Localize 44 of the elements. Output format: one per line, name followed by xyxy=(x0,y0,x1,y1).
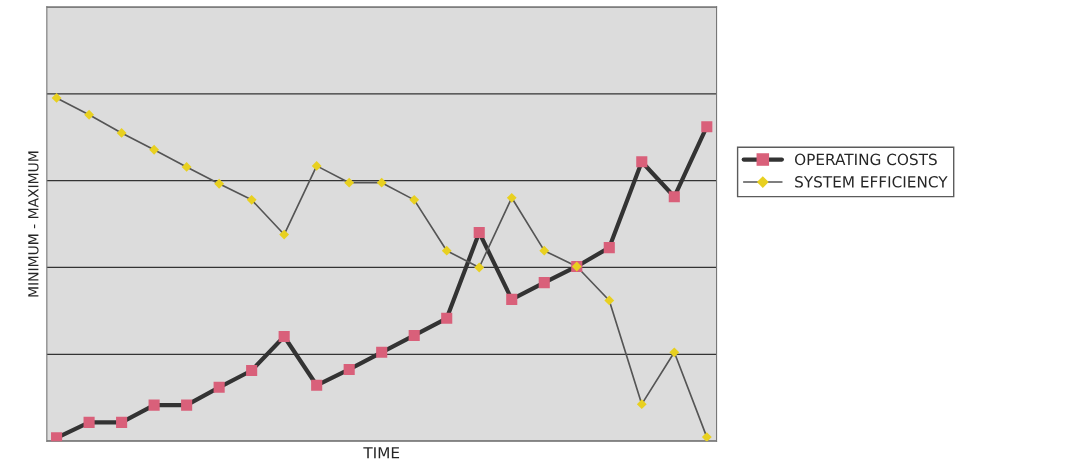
point xyxy=(506,192,517,203)
point xyxy=(246,194,257,205)
point xyxy=(473,226,485,239)
x-axis-title: TIME xyxy=(363,447,400,459)
point xyxy=(213,381,225,393)
point xyxy=(83,416,95,428)
point xyxy=(669,347,680,358)
point xyxy=(51,432,63,442)
point xyxy=(474,262,485,273)
point xyxy=(603,242,615,254)
point xyxy=(636,399,647,410)
point xyxy=(538,277,550,289)
point xyxy=(409,194,420,205)
point xyxy=(441,312,453,324)
point xyxy=(311,160,322,171)
point xyxy=(278,330,290,343)
point xyxy=(376,177,387,188)
point xyxy=(148,399,160,411)
point xyxy=(51,93,62,103)
point xyxy=(539,245,550,256)
point xyxy=(668,191,680,203)
y-axis-title: MINIMUM - MAXIMUM xyxy=(28,151,39,297)
point xyxy=(636,156,648,168)
point xyxy=(311,379,323,391)
point xyxy=(506,293,518,305)
point xyxy=(701,121,713,133)
point xyxy=(116,128,127,138)
point xyxy=(701,432,712,442)
point xyxy=(149,144,160,155)
point xyxy=(84,109,94,120)
point xyxy=(181,399,193,411)
point xyxy=(604,295,615,306)
point xyxy=(343,363,355,376)
point xyxy=(279,229,290,240)
point xyxy=(214,178,225,189)
point xyxy=(116,416,128,428)
point xyxy=(408,329,420,342)
legend-label: SYSTEM EFFICIENCY xyxy=(795,176,948,188)
point xyxy=(246,364,258,377)
point xyxy=(441,245,452,256)
point xyxy=(181,162,192,172)
point xyxy=(344,177,355,188)
legend-label: OPERATING COSTS xyxy=(794,153,937,166)
point xyxy=(376,346,388,358)
